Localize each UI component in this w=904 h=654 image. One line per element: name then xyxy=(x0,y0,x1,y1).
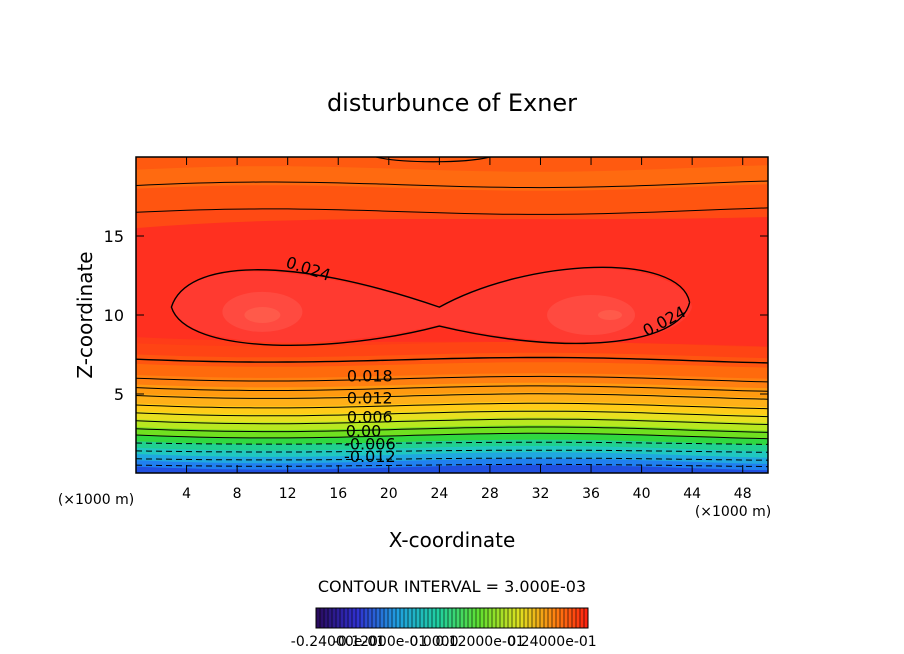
colorbar-label-min: -0.24000e-01 xyxy=(291,634,385,650)
colorbar-labels: -0.24000e-01 -0.12000e-01 0.0000 0.12000… xyxy=(291,634,597,650)
colorbar-ticks xyxy=(315,608,589,628)
x-tick-label: 20 xyxy=(380,486,398,502)
contour-label: 0.00 xyxy=(346,422,382,441)
contour-label: -0.006 xyxy=(344,434,396,453)
x-tick-label: 12 xyxy=(279,486,297,502)
contour-line xyxy=(136,432,768,440)
x-tick-label: 28 xyxy=(481,486,499,502)
colorbar-label-mid1: -0.12000e-01 xyxy=(333,634,427,650)
contour-line xyxy=(136,410,768,418)
contour-line xyxy=(136,418,768,425)
contour-line-negative xyxy=(136,441,768,445)
max-cell-right xyxy=(547,295,636,335)
colorbar-label-mid3: 0.12000e-01 xyxy=(435,634,524,650)
x-tick-label: 44 xyxy=(683,486,701,502)
contour-label: 0.018 xyxy=(347,366,393,385)
contour-labels: 0.0240.0240.0180.0120.0060.00-0.006-0.01… xyxy=(284,253,689,466)
y-axis-ticks: 5 10 15 xyxy=(104,227,768,404)
colorbar-label-max: 0.24000e-01 xyxy=(507,634,596,650)
contour-band xyxy=(136,464,768,473)
x-axis-ticks: 4 8 12 16 20 24 28 32 36 40 44 48 xyxy=(182,157,752,502)
contour-line-negative xyxy=(136,463,768,468)
contour-field xyxy=(136,157,768,473)
x-tick-label: 8 xyxy=(233,486,242,502)
x-tick-label: 16 xyxy=(329,486,347,502)
x-tick-label: 32 xyxy=(532,486,550,502)
contour-interval-text: CONTOUR INTERVAL = 3.000E-03 xyxy=(318,577,586,596)
contour-line-negative xyxy=(136,457,768,461)
x-tick-label: 48 xyxy=(734,486,752,502)
y-unit-label: (×1000 m) xyxy=(58,492,134,508)
contour-line xyxy=(136,207,768,215)
x-tick-label: 40 xyxy=(633,486,651,502)
contour-line-negative xyxy=(136,449,768,453)
y-tick-label: 15 xyxy=(104,227,124,246)
contour-label: -0.012 xyxy=(344,447,396,466)
max-cell-right-core xyxy=(598,310,622,320)
x-unit-label: (×1000 m) xyxy=(695,504,771,520)
y-axis-label: Z-coordinate xyxy=(73,251,97,378)
contour-line xyxy=(136,426,768,433)
colorbar-label-mid2: 0.0000 xyxy=(410,634,459,650)
x-axis-label: X-coordinate xyxy=(389,528,516,552)
contour-label: 0.006 xyxy=(347,407,393,426)
contour-line xyxy=(136,356,768,364)
chart-title: disturbunce of Exner xyxy=(327,89,577,117)
contour-line xyxy=(136,393,768,400)
x-tick-label: 36 xyxy=(582,486,600,502)
contour-line xyxy=(136,385,768,392)
contour-line-0024 xyxy=(170,266,691,347)
contour-line xyxy=(136,180,768,189)
max-cell-left-core xyxy=(244,307,281,323)
x-tick-label: 24 xyxy=(430,486,448,502)
contour-label: 0.012 xyxy=(347,388,393,407)
y-tick-label: 10 xyxy=(104,306,124,325)
contour-line xyxy=(136,402,768,410)
contour-line-top xyxy=(376,157,491,163)
x-tick-label: 4 xyxy=(182,486,191,502)
contour-line xyxy=(136,375,768,383)
y-tick-label: 5 xyxy=(114,385,124,404)
